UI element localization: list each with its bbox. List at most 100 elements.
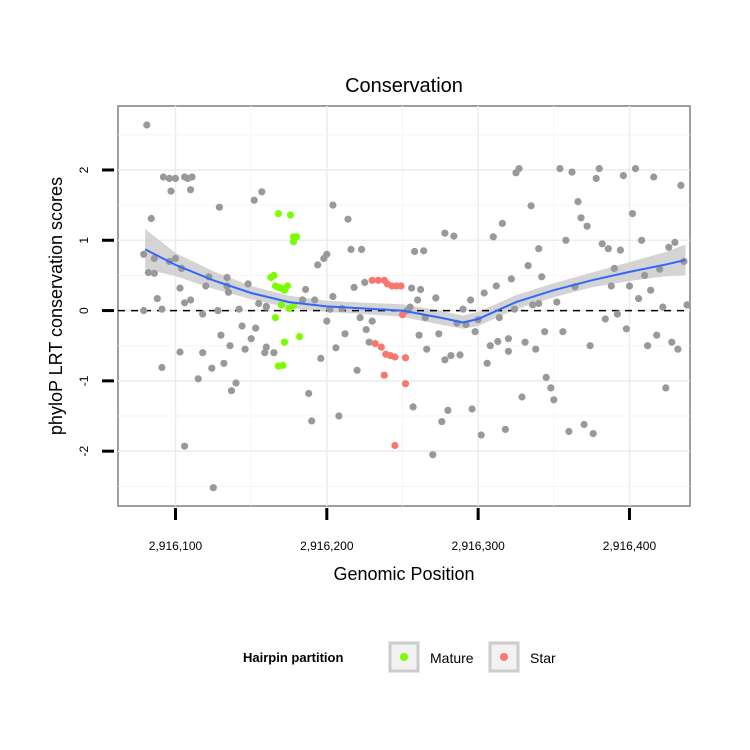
data-point-other [194, 375, 202, 383]
data-point-other [153, 295, 161, 303]
data-point-mature [296, 333, 304, 341]
smooth-trend-line [144, 248, 686, 324]
data-point-other [241, 345, 249, 353]
data-point-mature [280, 338, 289, 346]
data-point-other [187, 296, 195, 304]
data-point-star [374, 276, 382, 284]
gridlines [118, 106, 690, 506]
data-point-other [501, 425, 509, 433]
data-point-other [432, 294, 440, 302]
data-point-mature [293, 233, 301, 241]
data-point-other [674, 345, 682, 353]
data-point-other [429, 451, 437, 459]
data-point-other [308, 417, 316, 425]
x-tick-label: 2,916,400 [603, 539, 657, 553]
data-point-other [150, 269, 158, 277]
data-point-other [150, 254, 158, 263]
data-point-other [350, 283, 358, 291]
data-point-other [199, 310, 207, 318]
data-point-other [441, 229, 449, 237]
x-tick-label: 2,916,100 [149, 539, 203, 553]
data-point-other [631, 165, 640, 173]
data-point-other [598, 240, 606, 248]
data-point-mature [270, 271, 278, 279]
y-tick-label: 2 [77, 166, 91, 173]
data-point-other [176, 348, 184, 356]
data-point-other [244, 280, 252, 288]
data-point-other [521, 338, 529, 346]
data-point-other [438, 418, 446, 426]
data-point-other [656, 265, 664, 273]
data-point-other [507, 275, 515, 283]
data-point-other [167, 187, 175, 195]
data-point-mature [286, 211, 295, 219]
data-point-other [607, 282, 615, 290]
data-point-other [677, 181, 685, 189]
data-point-other [447, 352, 455, 360]
data-point-other [317, 354, 325, 362]
data-point-other [220, 359, 228, 367]
data-point-other [683, 301, 691, 309]
data-point-other [435, 330, 443, 338]
data-point-other [556, 165, 564, 173]
data-point-other [223, 273, 231, 282]
y-tick-label: -2 [77, 446, 91, 457]
data-point-other [641, 271, 649, 279]
data-point-other [565, 427, 573, 436]
y-tick-label: 1 [77, 237, 91, 244]
data-point-star [401, 380, 410, 388]
data-point-other [411, 247, 419, 256]
data-point-other [208, 364, 216, 372]
data-point-other [524, 262, 532, 270]
data-point-other [158, 305, 166, 313]
data-point-other [347, 245, 355, 253]
data-point-other [202, 282, 210, 290]
data-point-mature [285, 304, 293, 313]
data-point-other [414, 296, 422, 304]
data-point-other [361, 278, 369, 286]
data-point-other [477, 431, 485, 439]
y-axis-title: phyloP LRT conservation scores [46, 177, 66, 435]
data-point-other [199, 349, 207, 357]
data-point-other [628, 210, 637, 218]
data-point-other [143, 121, 151, 129]
legend: Hairpin partition Mature Star [243, 641, 556, 673]
data-point-other [504, 335, 512, 343]
data-point-other [338, 304, 346, 313]
data-point-other [238, 322, 246, 330]
data-point-other [535, 245, 543, 253]
data-point-other [299, 296, 307, 304]
data-point-mature [274, 210, 282, 218]
data-point-other [323, 317, 331, 325]
data-point-other [562, 236, 570, 244]
data-point-other [494, 337, 502, 346]
data-point-other [181, 442, 189, 450]
data-point-other [486, 342, 494, 350]
x-tick-label: 2,916,200 [300, 539, 354, 553]
data-point-other [171, 174, 180, 182]
data-point-other [580, 420, 588, 429]
data-point-other [638, 236, 646, 244]
data-point-other [468, 405, 476, 413]
data-point-other [610, 264, 618, 272]
data-point-other [529, 301, 537, 309]
data-point-other [680, 257, 688, 265]
data-point-other [510, 305, 519, 313]
y-tick-label: 0 [77, 307, 91, 314]
data-point-other [550, 396, 558, 404]
data-point-other [595, 165, 603, 173]
data-point-other [140, 250, 148, 258]
data-point-other [171, 254, 180, 263]
data-point-mature [283, 282, 292, 290]
legend-marker-star [500, 653, 508, 661]
data-point-other [671, 238, 679, 246]
data-point-other [604, 245, 612, 253]
data-point-other [341, 330, 349, 338]
data-point-other [480, 289, 488, 297]
data-point-other [492, 282, 500, 290]
data-point-star [368, 276, 376, 284]
data-point-other [409, 403, 417, 411]
data-point-other [653, 331, 661, 339]
data-point-other [214, 307, 222, 315]
